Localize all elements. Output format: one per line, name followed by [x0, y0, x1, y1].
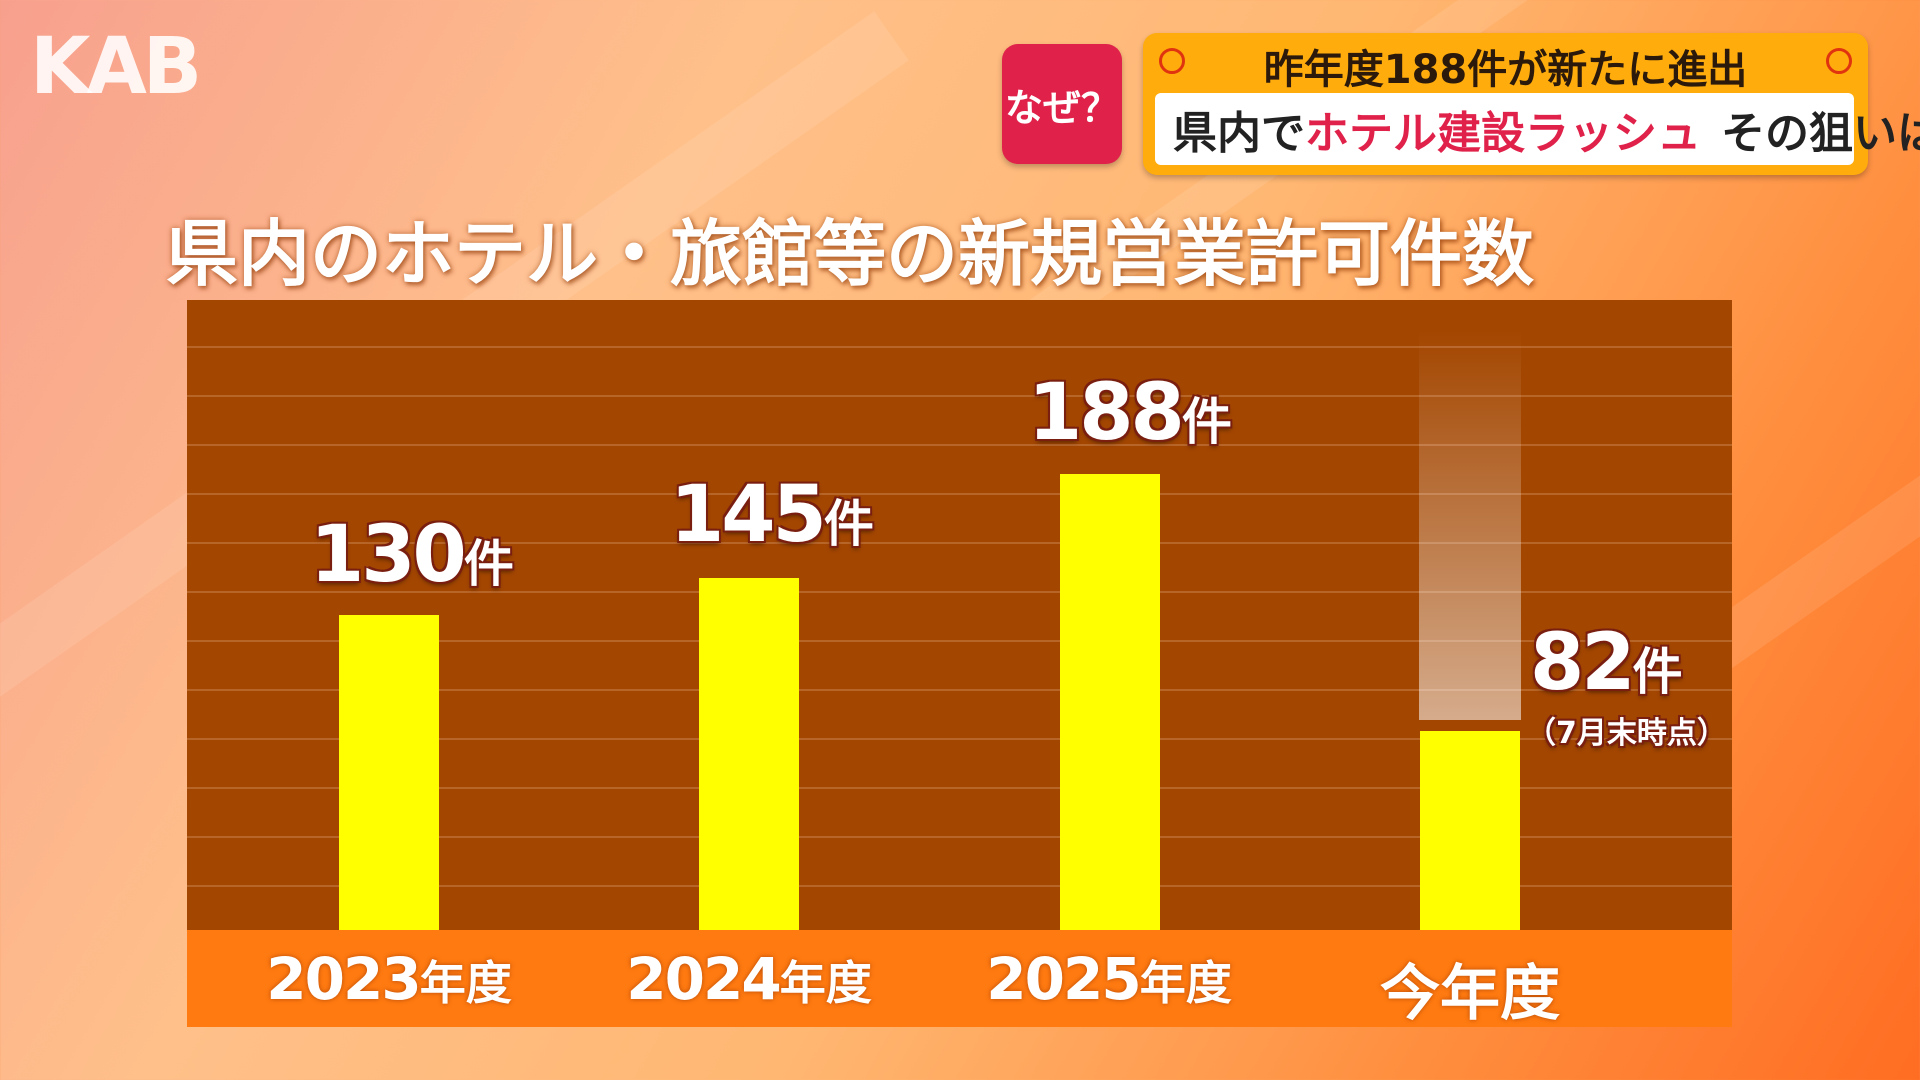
value-label-current-year: 82件 [1530, 618, 1683, 708]
x-label-year: 2023 [266, 945, 421, 1013]
x-label-2023: 2023年度 [209, 945, 569, 1013]
value-label-2024: 145件 [670, 470, 874, 560]
banner-dot-left [1159, 48, 1185, 74]
banner-dot-right [1826, 48, 1852, 74]
value-unit: 件 [823, 495, 874, 553]
headline-banner: 昨年度188件が新たに進出 県内で ホテル建設ラッシュ その狙いは [1143, 33, 1920, 175]
value-unit: 件 [1632, 643, 1683, 701]
why-badge: なぜ？ [1002, 44, 1122, 164]
bar-2023 [339, 614, 439, 930]
x-label-current-year: 今年度 [1380, 959, 1560, 1029]
value-note-current-year: （7月末時点） [1526, 716, 1727, 751]
headline-top: 昨年度188件が新たに進出 [1263, 47, 1748, 93]
x-label-suffix: 年度 [1139, 956, 1232, 1010]
value-number: 130 [310, 510, 467, 600]
value-unit: 件 [463, 535, 514, 593]
value-number: 82 [1530, 618, 1636, 708]
chart-title: 県内のホテル・旅館等の新規営業許可件数 [165, 212, 1534, 296]
x-label-suffix: 年度 [419, 956, 512, 1010]
headline-main-part2: その狙いは [1721, 108, 1920, 159]
headline-main-part1: 県内で [1173, 108, 1305, 159]
x-label-year: 2025 [986, 945, 1141, 1013]
x-label-2024: 2024年度 [569, 945, 929, 1013]
x-label-suffix: 年度 [779, 956, 872, 1010]
headline-main-highlight: ホテル建設ラッシュ [1305, 108, 1701, 159]
current-year-projection [1419, 330, 1521, 720]
value-label-2023: 130件 [310, 510, 514, 600]
value-unit: 件 [1181, 393, 1232, 451]
value-label-2025: 188件 [1028, 368, 1232, 458]
value-number: 145 [670, 470, 827, 560]
x-label-year: 2024 [626, 945, 781, 1013]
x-axis-band [187, 930, 1732, 1027]
bar-2025 [1060, 474, 1160, 930]
x-label-2025: 2025年度 [929, 945, 1289, 1013]
bar-2024 [699, 578, 799, 930]
channel-logo: KAB [30, 22, 202, 112]
value-number: 188 [1028, 368, 1185, 458]
headline-main: 県内で ホテル建設ラッシュ その狙いは [1155, 93, 1920, 165]
bar-current-year [1420, 731, 1520, 930]
